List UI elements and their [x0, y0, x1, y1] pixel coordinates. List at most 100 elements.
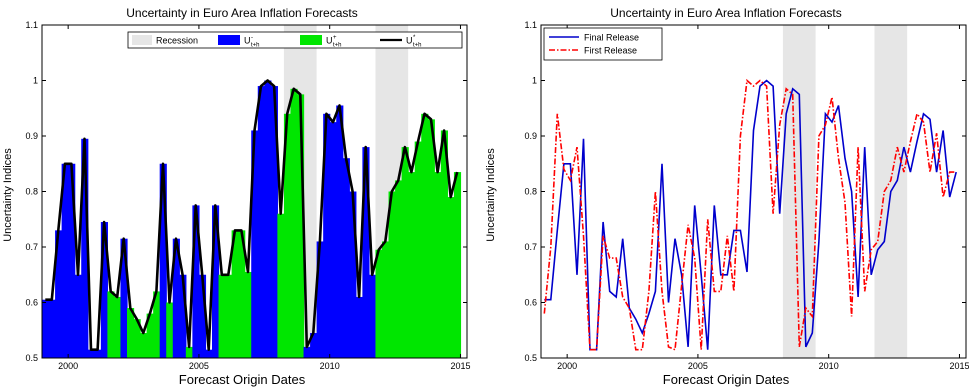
legend-label: Recession — [156, 36, 198, 46]
legend-label: Final Release — [584, 33, 639, 43]
right-chart-title: Uncertainty in Euro Area Inflation Forec… — [610, 6, 841, 20]
positive-area — [414, 141, 422, 358]
negative-area — [316, 241, 324, 358]
positive-area — [127, 308, 135, 358]
positive-area — [133, 319, 141, 358]
positive-area — [440, 130, 448, 358]
x-tick-label: 2000 — [557, 361, 577, 371]
legend: Final Release First Release — [543, 27, 663, 61]
negative-area — [172, 238, 180, 358]
negative-area — [74, 274, 82, 358]
legend-label-sub: t+h — [251, 43, 260, 49]
negative-area — [270, 86, 278, 358]
y-tick-label: 0.9 — [25, 131, 38, 141]
right-x-axis-label: Forecast Origin Dates — [663, 372, 790, 387]
y-tick-label: 0.7 — [524, 242, 537, 252]
x-tick-label: 2005 — [688, 361, 708, 371]
positive-area — [166, 302, 174, 358]
right-y-axis-label: Uncertainty Indices — [485, 148, 497, 242]
x-tick-label: 2005 — [189, 361, 209, 371]
positive-area — [421, 113, 429, 358]
series-line — [544, 79, 957, 351]
negative-area — [212, 205, 220, 358]
legend-box — [127, 31, 463, 49]
legend-swatch — [132, 35, 152, 45]
positive-area — [447, 197, 455, 358]
y-tick-label: 0.8 — [524, 187, 537, 197]
negative-area — [61, 163, 69, 358]
legend-box — [543, 27, 663, 61]
legend-swatch — [300, 35, 322, 45]
negative-area — [42, 299, 50, 358]
legend-swatch — [218, 35, 240, 45]
right-plot-area: 0.5 0.6 0.7 0.8 0.9 1 1.1 2000 2005 2010 2015 Final… — [524, 20, 969, 371]
y-tick-label: 0.5 — [25, 353, 38, 363]
negative-area — [355, 296, 363, 358]
negative-area — [192, 205, 200, 358]
negative-area — [100, 222, 108, 358]
recession-band — [782, 25, 816, 358]
negative-area — [251, 130, 259, 358]
legend-label-sup: + — [333, 35, 337, 41]
negative-area — [349, 191, 357, 358]
negative-area — [303, 346, 311, 358]
right-panel: Uncertainty in Euro Area Inflation Forec… — [485, 6, 969, 387]
positive-area — [297, 94, 305, 358]
legend-label-sub: t+h — [413, 43, 422, 49]
positive-area — [453, 172, 462, 358]
legend-label: U — [326, 36, 333, 46]
negative-area — [81, 138, 89, 358]
negative-area — [264, 80, 272, 358]
negative-area — [87, 349, 95, 358]
positive-area — [427, 119, 435, 358]
positive-area — [244, 271, 252, 358]
left-chart-title: Uncertainty in Euro Area Inflation Forec… — [126, 6, 357, 20]
positive-area — [277, 213, 285, 358]
x-tick-label: 2010 — [320, 361, 340, 371]
y-tick-label: 1 — [33, 76, 38, 86]
positive-area — [140, 333, 148, 358]
positive-area — [434, 172, 442, 358]
positive-area — [146, 313, 154, 358]
y-tick-label: 0.5 — [524, 353, 537, 363]
x-tick-label: 2010 — [819, 361, 839, 371]
positive-area — [185, 346, 193, 358]
legend-label-sup: * — [413, 35, 416, 41]
y-tick-label: 0.7 — [25, 242, 38, 252]
negative-area — [205, 349, 213, 358]
legend-label-sub: t+h — [333, 43, 342, 49]
positive-area — [218, 274, 226, 358]
negative-area — [310, 333, 318, 358]
negative-area — [336, 105, 344, 358]
legend-label: U — [406, 36, 413, 46]
y-tick-label: 0.6 — [25, 298, 38, 308]
negative-area — [159, 163, 167, 358]
left-plot-area: 0.5 0.6 0.7 0.8 0.9 1 1.1 2000 2005 2010 2015 Reces… — [25, 20, 470, 371]
y-tick-label: 0.9 — [524, 131, 537, 141]
positive-area — [408, 172, 416, 358]
plot-content — [543, 25, 957, 358]
positive-area — [225, 274, 233, 358]
positive-area — [290, 88, 298, 358]
y-tick-label: 1 — [532, 76, 537, 86]
negative-area — [368, 274, 377, 358]
negative-area — [362, 147, 370, 358]
plot-content — [42, 25, 462, 358]
positive-area — [388, 191, 396, 358]
x-tick-label: 2015 — [450, 361, 470, 371]
y-tick-label: 1.1 — [25, 20, 38, 30]
y-tick-label: 0.8 — [25, 187, 38, 197]
left-y-axis-label: Uncertainty Indices — [2, 148, 14, 242]
negative-area — [342, 158, 350, 358]
negative-area — [68, 163, 76, 358]
positive-area — [375, 249, 383, 358]
negative-area — [55, 230, 63, 358]
negative-area — [329, 122, 337, 358]
negative-area — [323, 113, 331, 358]
y-tick-label: 1.1 — [524, 20, 537, 30]
positive-area — [231, 230, 239, 358]
series-line — [543, 78, 957, 351]
left-panel: Uncertainty in Euro Area Inflation Forec… — [2, 6, 470, 387]
legend-label-sup: - — [251, 35, 253, 41]
